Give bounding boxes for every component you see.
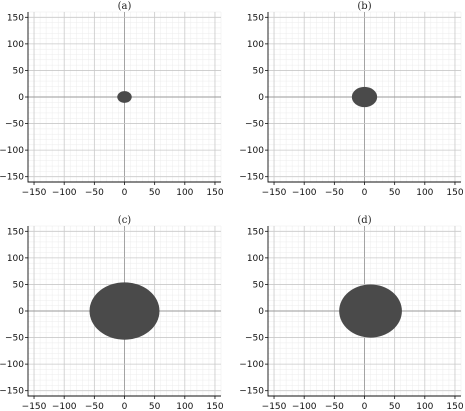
y-tick-label: 150 (7, 13, 24, 23)
x-tick-label: 100 (416, 402, 433, 411)
y-tick-label: 0 (258, 93, 264, 103)
x-tick-label: −50 (85, 188, 104, 198)
y-tick-label: 100 (7, 254, 24, 264)
filled-region (339, 284, 402, 338)
panel-2: −150 −100 −50 0 50 100 150 150 100 50 0 −50 −100 −150… (239, 1, 464, 198)
x-tick-label: 150 (206, 402, 223, 411)
y-tick-label: 100 (7, 40, 24, 50)
axes (267, 226, 461, 397)
x-tick-label: −150 (22, 402, 47, 411)
x-tick-label: 0 (122, 188, 128, 198)
x-tick-label: 50 (389, 402, 401, 411)
x-tick-label: 150 (206, 188, 223, 198)
y-tick-label: 0 (18, 307, 24, 317)
y-tick-label: 50 (253, 280, 265, 290)
panel-title: (c) (118, 215, 132, 226)
panel-title: (d) (357, 215, 371, 226)
x-tick-label: −50 (325, 188, 344, 198)
x-tick-label: 0 (362, 188, 368, 198)
y-tick-label: −50 (245, 334, 264, 344)
x-tick-label: −100 (52, 402, 77, 411)
x-tick-label: −50 (325, 402, 344, 411)
y-tick-label: −100 (239, 146, 264, 156)
y-tick-label: 50 (253, 66, 265, 76)
x-tick-label: 0 (362, 402, 368, 411)
filled-region (89, 282, 160, 340)
y-tick-label: 100 (247, 254, 264, 264)
filled-region (351, 86, 378, 108)
x-tick-label: −100 (52, 188, 77, 198)
x-tick-label: −100 (292, 402, 317, 411)
y-tick-label: 50 (13, 280, 25, 290)
x-tick-label: −150 (262, 188, 287, 198)
y-tick-label: 150 (247, 13, 264, 23)
panel-3: −150 −100 −50 0 50 100 150 150 100 50 0 −50 −100 −150… (0, 215, 224, 411)
x-tick-label: 150 (446, 402, 463, 411)
y-tick-label: 0 (18, 93, 24, 103)
y-tick-label: −100 (239, 360, 264, 370)
axes (27, 12, 221, 183)
y-tick-label: −150 (0, 387, 24, 397)
y-tick-label: −50 (5, 334, 24, 344)
x-tick-label: 100 (176, 402, 193, 411)
y-tick-label: −150 (239, 387, 264, 397)
y-tick-label: 0 (258, 307, 264, 317)
panel-1: −150 −100 −50 0 50 100 150 150 100 50 0 −50 −100 −150… (0, 1, 224, 198)
panel-4: −150 −100 −50 0 50 100 150 150 100 50 0 −50 −100 −150… (239, 215, 464, 411)
x-tick-label: −150 (262, 402, 287, 411)
x-tick-label: 100 (416, 188, 433, 198)
y-tick-label: 50 (13, 66, 25, 76)
x-tick-label: 50 (149, 402, 161, 411)
panel-title: (a) (118, 1, 132, 12)
x-tick-label: 100 (176, 188, 193, 198)
panel-title: (b) (357, 1, 371, 12)
x-tick-label: −100 (292, 188, 317, 198)
y-tick-label: −50 (5, 120, 24, 130)
x-tick-label: −150 (22, 188, 47, 198)
y-tick-label: 100 (247, 40, 264, 50)
filled-region (117, 91, 132, 103)
x-tick-label: 50 (149, 188, 161, 198)
y-tick-label: −100 (0, 360, 24, 370)
axes (267, 12, 461, 183)
y-tick-label: −50 (245, 120, 264, 130)
y-tick-label: 150 (7, 227, 24, 237)
x-tick-label: −50 (85, 402, 104, 411)
axes (27, 226, 221, 397)
x-tick-label: 0 (122, 402, 128, 411)
y-tick-label: −150 (239, 173, 264, 183)
y-tick-label: 150 (247, 227, 264, 237)
x-tick-label: 50 (389, 188, 401, 198)
x-tick-label: 150 (446, 188, 463, 198)
y-tick-label: −100 (0, 146, 24, 156)
y-tick-label: −150 (0, 173, 24, 183)
